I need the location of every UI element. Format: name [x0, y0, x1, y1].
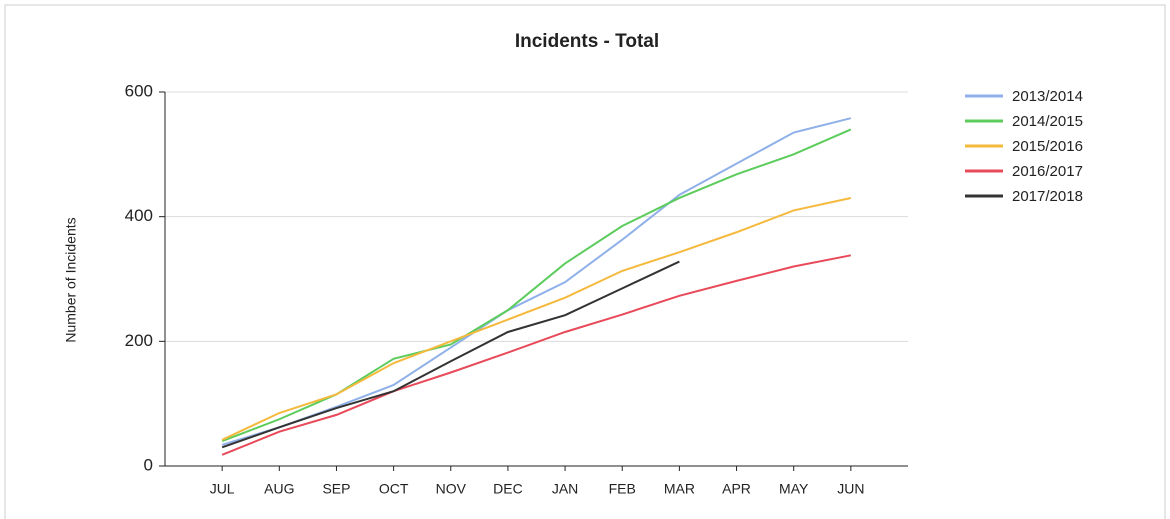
frame	[4, 4, 1166, 519]
x-tick-label: JUN	[837, 481, 864, 497]
legend-label: 2014/2015	[1012, 113, 1083, 130]
legend-label: 2013/2014	[1012, 88, 1083, 105]
x-tick-label: JUL	[210, 481, 235, 497]
series-line	[221, 260, 680, 449]
series-line	[221, 196, 852, 441]
legend-label: 2015/2016	[1012, 138, 1083, 155]
x-tick-label: DEC	[493, 481, 523, 497]
x-tick-label: MAR	[664, 481, 695, 497]
x-tick-label: JAN	[552, 481, 578, 497]
chart-title: Incidents - Total	[515, 31, 659, 52]
x-tick-label: APR	[722, 481, 751, 497]
x-tick-label: MAY	[779, 481, 809, 497]
series-line	[221, 254, 852, 456]
y-axis-label: Number of Incidents	[63, 217, 79, 342]
legend-label: 2016/2017	[1012, 163, 1083, 180]
x-tick-label: OCT	[379, 481, 409, 497]
y-tick-label: 200	[125, 331, 153, 350]
x-tick-label: FEB	[609, 481, 636, 497]
y-tick-label: 400	[125, 206, 153, 225]
legend-label: 2017/2018	[1012, 188, 1083, 205]
x-tick-label: SEP	[322, 481, 350, 497]
x-tick-label: AUG	[264, 481, 294, 497]
y-tick-label: 600	[125, 81, 153, 100]
x-tick-label: NOV	[436, 481, 467, 497]
y-tick-label: 0	[144, 455, 153, 474]
